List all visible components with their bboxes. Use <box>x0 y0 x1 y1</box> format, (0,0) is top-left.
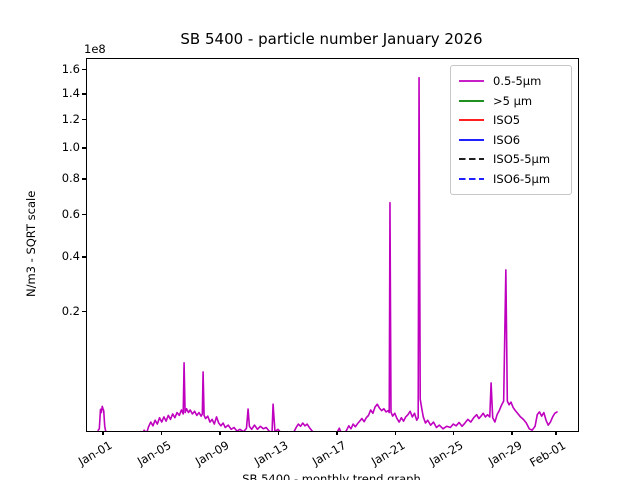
x-tick-label: Jan-29 <box>485 438 525 469</box>
series-line-plot <box>97 76 558 431</box>
y-tick-mark <box>82 178 86 180</box>
legend-line-sample-icon <box>459 99 484 102</box>
x-tick-mark <box>160 431 163 435</box>
legend-entry: ISO5 <box>459 111 563 129</box>
x-tick-label: Jan-13 <box>251 438 291 469</box>
legend-line-sample-icon <box>459 80 484 82</box>
y-tick-label: 1.2 <box>61 111 80 126</box>
legend-label: ISO6-5μm <box>493 171 551 186</box>
legend-entry: ISO5-5μm <box>459 150 563 168</box>
y-tick-label: 1.4 <box>61 85 80 100</box>
y-tick-label: 1.0 <box>61 140 80 154</box>
plot-area <box>86 58 579 432</box>
legend-label: >5 μm <box>493 93 533 108</box>
legend-entry: ISO6 <box>459 131 563 149</box>
legend-label: ISO5 <box>493 113 521 128</box>
y-tick-mark <box>82 256 86 258</box>
legend-label: ISO6 <box>493 132 521 147</box>
legend-line-sample-icon <box>459 138 484 141</box>
legend-entry: ISO6-5μm <box>459 170 563 188</box>
y-tick-mark <box>82 310 86 313</box>
x-tick-mark <box>452 431 455 435</box>
x-tick-label: Jan-25 <box>427 438 466 469</box>
x-axis-title: SB 5400 - monthly trend graph <box>242 472 421 480</box>
legend-entry: 0.5-5μm <box>459 72 563 90</box>
legend-line-sample-icon <box>459 119 484 122</box>
x-tick-label: Jan-05 <box>134 438 174 469</box>
x-tick-mark <box>277 431 280 435</box>
y-tick-mark <box>82 68 86 71</box>
x-tick-mark <box>336 431 338 435</box>
x-tick-label: Jan-21 <box>368 438 408 469</box>
x-tick-mark <box>394 431 396 435</box>
x-tick-mark <box>102 431 104 435</box>
legend-line-sample-icon <box>459 178 484 180</box>
y-tick-label: 0.4 <box>61 248 80 263</box>
x-tick-mark <box>219 431 221 435</box>
legend: 0.5-5μm >5 μm ISO5 ISO6 ISO5-5μm ISO6-5μm <box>450 65 572 195</box>
y-tick-label: 1.6 <box>61 61 80 76</box>
x-tick-label: Feb-01 <box>527 438 568 470</box>
chart-title: SB 5400 - particle number January 2026 <box>180 30 483 48</box>
legend-entry: >5 μm <box>459 92 563 110</box>
x-tick-label: Jan-17 <box>310 438 349 469</box>
legend-label: 0.5-5μm <box>493 74 542 88</box>
y-tick-label: 0.2 <box>61 303 80 318</box>
y-tick-label: 0.8 <box>61 171 80 186</box>
x-tick-label: Jan-01 <box>76 438 115 469</box>
y-tick-mark <box>82 147 86 149</box>
legend-line-sample-icon <box>459 158 484 161</box>
y-tick-mark <box>82 118 86 121</box>
x-tick-label: Jan-09 <box>193 438 232 469</box>
series-line-0.5-5μm <box>97 76 558 431</box>
y-tick-mark <box>82 93 86 95</box>
x-tick-mark <box>555 431 557 435</box>
y-tick-mark <box>82 213 86 216</box>
y-tick-label: 0.6 <box>61 206 80 221</box>
x-tick-mark <box>511 431 513 435</box>
y-axis-offset-label: 1e8 <box>84 42 106 56</box>
legend-label: ISO5-5μm <box>493 152 551 167</box>
